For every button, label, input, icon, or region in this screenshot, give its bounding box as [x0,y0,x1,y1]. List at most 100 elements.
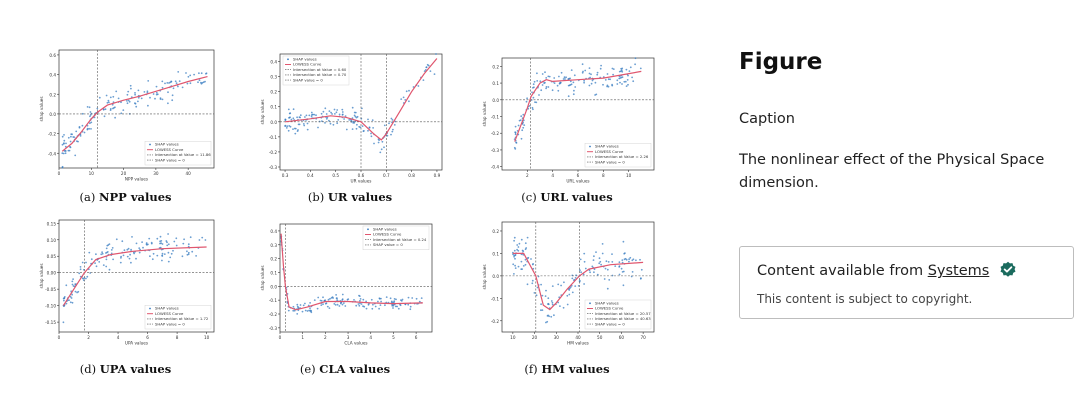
shap-point [145,242,148,244]
shap-point [393,300,396,303]
shap-point [126,102,129,105]
shap-point [303,124,306,127]
shap-point [78,126,81,129]
shap-point [111,247,114,249]
shap-point [135,242,138,245]
shap-point [545,86,548,88]
shap-point [195,255,198,257]
shap-point [595,93,598,96]
shap-point [302,123,305,125]
shap-point [386,134,389,137]
shap-point [297,129,299,131]
shap-point [379,304,382,306]
shap-point [187,253,190,256]
shap-point [581,71,584,74]
shap-point [551,303,554,306]
shap-point [306,122,309,125]
chart-svg: -0.2 -0.1 0.0 0.1 0.2 10 20 30 40 50 60 70 HM values… [482,221,655,346]
shap-point [101,252,104,255]
shap-point [600,263,602,266]
shap-point [627,83,629,86]
shap-point [621,261,624,264]
shap-point [290,118,293,121]
x-axis-label: UR values [351,179,372,184]
shap-point [114,116,116,119]
shap-point [182,242,185,245]
shap-point [127,247,130,250]
shap-point [557,301,560,304]
shap-point [568,293,571,296]
shap-point [513,239,515,242]
shap-point [524,258,527,261]
shap-point [348,119,351,121]
shap-point [186,250,188,253]
shap-point [100,253,103,256]
shap-point [607,85,610,88]
x-tick-label: 0.3 [282,173,289,178]
shap-point [609,78,611,81]
shap-point [429,70,432,72]
shap-point [616,83,619,85]
shap-point [624,252,626,254]
y-tick-label: 0.0 [49,112,56,117]
shap-point [380,300,382,303]
y-tick-label: -0.2 [491,131,500,136]
legend-entry: Intersection at Value = 11.86 [155,152,211,157]
shap-point [404,99,407,101]
shap-point [297,123,300,126]
shap-point [606,73,609,75]
shap-point [520,268,523,270]
shap-point [435,53,437,55]
shap-point [322,303,324,306]
chart-panel-5: -0.3 -0.2 -0.1 0.0 0.1 0.2 0.3 0.4 0 1 2 3 4 5 6 CLA va… [254,220,436,346]
shap-point [325,113,328,115]
y-tick-label: -0.2 [269,150,278,155]
shap-point [394,305,397,308]
shap-point [309,307,311,309]
shap-point [85,261,87,264]
shap-point [415,297,418,300]
shap-point [61,135,64,138]
shap-point [293,309,296,312]
shap-point [175,244,178,247]
shap-point [286,125,289,128]
shap-point [127,90,130,93]
shap-point [357,303,360,305]
figure-image[interactable]: -0.4 -0.2 0.0 0.2 0.4 0.6 0 10 20 30 40 NPP values s… [0,0,700,404]
shap-point [611,253,613,255]
shap-point [541,73,544,75]
shap-point [526,97,528,100]
shap-point [166,82,169,84]
shap-point [201,236,204,239]
shap-point [407,296,410,299]
shap-point [71,293,73,296]
shap-point [579,258,582,261]
shap-point [105,265,108,268]
legend-entry: SHAP values [155,306,179,311]
source-link[interactable]: Systems [927,263,990,279]
shap-point [600,64,602,67]
shap-point [328,119,330,122]
shap-point [189,74,192,77]
shap-point [591,79,594,82]
shap-point [336,297,338,300]
shap-point [63,296,66,298]
shap-point [540,309,542,312]
chart-panel-3: -0.4 -0.3 -0.2 -0.1 0.0 0.1 0.2 2 4 6 8 10 URL value… [476,54,658,184]
shap-point [574,86,577,88]
x-tick-label: 6 [577,173,580,178]
shap-point [567,95,570,98]
shap-point [304,116,306,118]
y-axis-label: shap values [260,99,265,124]
shap-point [148,237,151,240]
shap-point [292,108,295,111]
shap-point [515,141,517,144]
shap-point [115,90,118,93]
shap-point [146,91,149,94]
shap-point [75,130,78,133]
shap-point [536,72,538,75]
x-tick-label: 4 [369,335,372,340]
x-tick-label: 0.6 [358,173,365,178]
shap-point [154,97,156,100]
lowess-curve [285,58,438,141]
